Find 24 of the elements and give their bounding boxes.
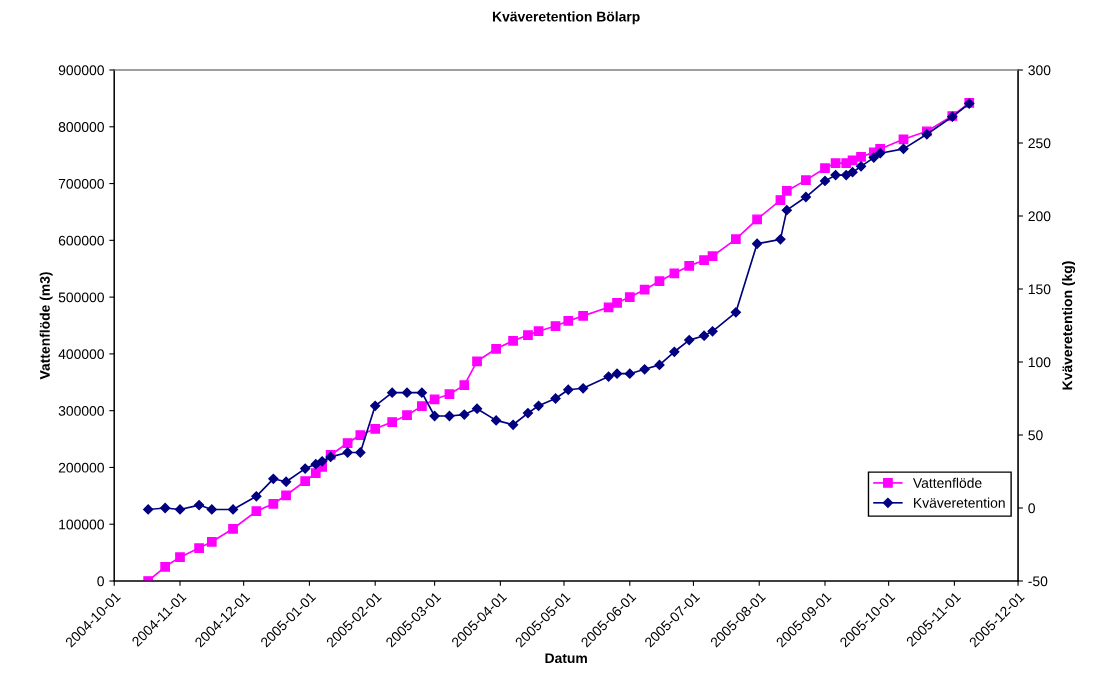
y-tick-label: 400000: [58, 349, 104, 360]
y2-tick-label: 50: [1028, 430, 1043, 441]
y-tick-label: 800000: [58, 122, 104, 132]
y-tick-label: 900000: [58, 65, 104, 76]
chart-title: Kväveretention Bölarp: [492, 11, 640, 25]
y-tick-label: 100000: [59, 519, 104, 530]
y2-tick-label: 150: [1028, 284, 1051, 295]
y2-tick-label: -50: [1028, 576, 1048, 587]
y2-tick-label: 200: [1028, 211, 1051, 222]
y2-tick-label: 250: [1028, 138, 1051, 149]
legend-label: Kväveretention: [914, 497, 1005, 508]
y2-tick-label: 300: [1028, 65, 1051, 76]
x-axis-title: Datum: [545, 653, 587, 664]
y-tick-label: 500000: [58, 292, 104, 303]
y-tick-label: 200000: [58, 462, 104, 473]
y2-axis-title: Kväveretention (kg): [1062, 261, 1076, 390]
y-tick-label: 600000: [58, 235, 104, 246]
y2-tick-label: 0: [1028, 503, 1035, 514]
y-axis-title: Vattenflöde (m3): [39, 272, 53, 380]
y-tick-label: 700000: [58, 178, 104, 189]
y2-tick-label: 100: [1028, 357, 1051, 368]
y-tick-label: 300000: [58, 406, 104, 416]
y-tick-label: 0: [97, 576, 104, 587]
legend-label: Vattenflöde: [912, 477, 982, 488]
